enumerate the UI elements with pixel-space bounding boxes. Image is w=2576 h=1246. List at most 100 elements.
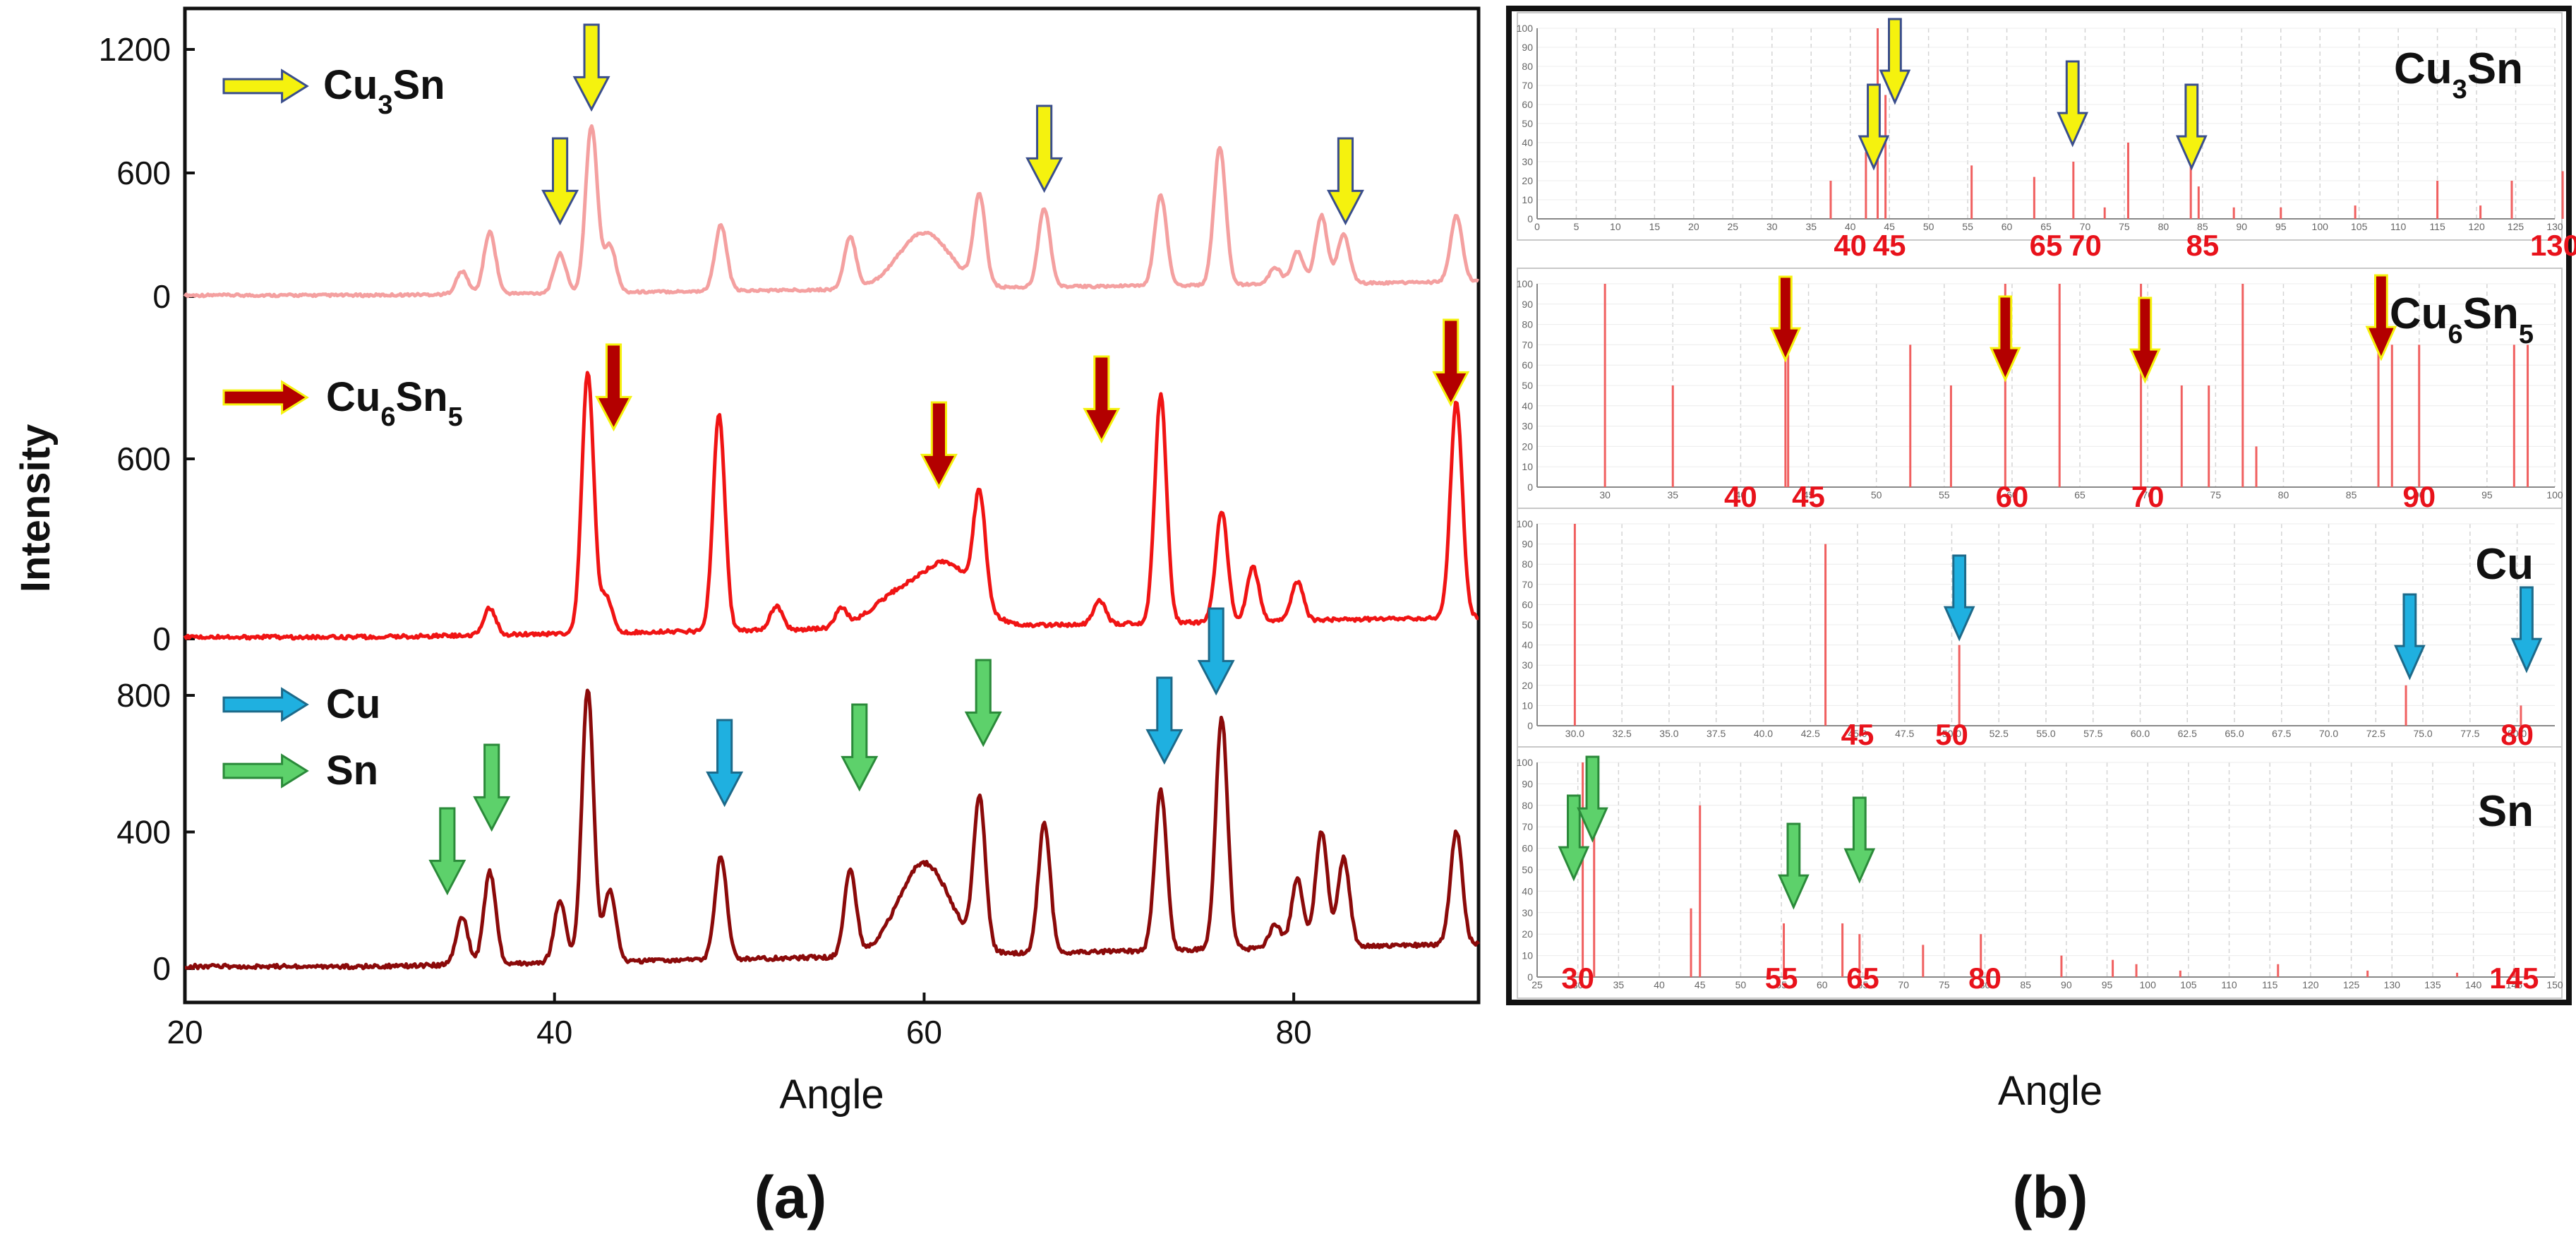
legend-cu6sn5-label-mid: Sn xyxy=(395,374,447,420)
plot-frame xyxy=(183,6,1481,1005)
reference-x-tick-label: 35 xyxy=(1667,489,1678,501)
reference-cu3sn: 0 5 10 15 20 25 30 35 40 45 50 55 60 65 70 75 80 85 90 95 10… xyxy=(1517,12,2576,262)
reference-title: Cu3Sn xyxy=(2394,44,2523,104)
x-tick-label: 80 xyxy=(1276,1014,1312,1050)
y-tick-label: 800 xyxy=(116,677,171,714)
reference-red-angle-label: 55 xyxy=(1765,962,1798,995)
xrd-trace xyxy=(183,371,1479,641)
reference-red-angle-label: 65 xyxy=(1846,962,1879,995)
x-axis-label: Angle xyxy=(779,1072,884,1118)
reference-x-tick-label: 80 xyxy=(2158,221,2169,232)
reference-y-tick-label: 30 xyxy=(1522,421,1533,432)
reference-y-tick-label: 30 xyxy=(1522,156,1533,167)
cu6sn5-peak-marker xyxy=(920,401,958,490)
reference-x-axis-label: Angle xyxy=(1998,1068,2102,1114)
reference-x-tick-label: 70 xyxy=(1898,979,1909,990)
sn-peak-marker xyxy=(428,807,467,896)
reference-x-tick-label: 40 xyxy=(1654,979,1665,990)
reference-x-tick-label: 65 xyxy=(2040,221,2052,232)
reference-cu6sn5: 30 35 40 45 50 55 60 65 70 75 80 85 90 95 100010203040… xyxy=(1517,268,2563,513)
series-cusn: 0 400 800 xyxy=(116,677,1481,987)
reference-y-tick-label: 90 xyxy=(1522,42,1533,53)
reference-y-tick-label: 90 xyxy=(1522,539,1533,550)
reference-x-tick-label: 95 xyxy=(2102,979,2113,990)
y-tick-label: 1200 xyxy=(99,31,171,68)
reference-red-angle-label: 45 xyxy=(1841,718,1874,751)
reference-x-tick-label: 60 xyxy=(2002,221,2013,232)
reference-y-tick-label: 50 xyxy=(1522,864,1533,875)
reference-x-tick-label: 15 xyxy=(1649,221,1661,232)
reference-x-tick-label: 0 xyxy=(1534,221,1540,232)
reference-y-tick-label: 40 xyxy=(1522,640,1533,651)
reference-x-tick-label: 50.0 xyxy=(1942,728,1961,739)
x-tick-label: 40 xyxy=(536,1014,572,1050)
series-cu3sn: 0 600 1200 xyxy=(99,31,1480,315)
xrd-trace xyxy=(183,124,1480,299)
reference-x-tick-label: 145 xyxy=(2506,979,2523,990)
reference-x-tick-label: 70 xyxy=(2142,489,2153,501)
reference-x-tick-label: 35 xyxy=(1613,979,1625,990)
reference-red-angle-label: 80 xyxy=(2500,718,2534,751)
reference-x-tick-label: 130 xyxy=(2546,221,2563,232)
reference-y-tick-label: 50 xyxy=(1522,118,1533,129)
reference-y-tick-label: 0 xyxy=(1527,720,1533,731)
reference-x-tick-label: 60.0 xyxy=(2131,728,2150,739)
reference-box xyxy=(1517,12,2563,241)
reference-x-tick-label: 10 xyxy=(1610,221,1621,232)
reference-x-tick-label: 80 xyxy=(1980,979,1991,990)
legend-cu6sn5-label-sub2: 5 xyxy=(448,402,463,432)
reference-x-tick-label: 105 xyxy=(2351,221,2368,232)
cu3sn-peak-marker xyxy=(1025,104,1064,193)
reference-marker-arrow xyxy=(1879,18,1911,105)
reference-x-tick-label: 40 xyxy=(1845,221,1856,232)
reference-x-tick-label: 85 xyxy=(2197,221,2208,232)
reference-x-tick-label: 100 xyxy=(2546,489,2563,501)
legend-cu3sn-label-prefix: Cu xyxy=(323,62,378,108)
reference-title: Cu6Sn5 xyxy=(2390,289,2534,349)
reference-x-tick-label: 45 xyxy=(1695,979,1706,990)
reference-x-tick-label: 75 xyxy=(2210,489,2222,501)
reference-marker-arrow xyxy=(1990,295,2021,383)
legend-sn-label: Sn xyxy=(326,748,378,793)
reference-x-tick-label: 55.0 xyxy=(2036,728,2055,739)
reference-y-tick-label: 40 xyxy=(1522,400,1533,412)
reference-y-tick-label: 20 xyxy=(1522,175,1533,186)
reference-y-tick-label: 80 xyxy=(1522,61,1533,72)
reference-x-tick-label: 80 xyxy=(2278,489,2289,501)
reference-x-tick-label: 70 xyxy=(2080,221,2091,232)
reference-y-tick-label: 20 xyxy=(1522,680,1533,691)
reference-y-tick-label: 20 xyxy=(1522,441,1533,452)
reference-x-tick-label: 40 xyxy=(1735,489,1747,501)
reference-x-tick-label: 95 xyxy=(2275,221,2287,232)
reference-x-tick-label: 42.5 xyxy=(1801,728,1820,739)
y-tick-label: 600 xyxy=(116,441,171,477)
cu-peak-marker xyxy=(706,719,744,808)
reference-marker-arrow xyxy=(1943,554,1975,642)
reference-x-tick-label: 75 xyxy=(1939,979,1950,990)
reference-red-angle-label: 45 xyxy=(1873,229,1906,262)
reference-x-tick-label: 110 xyxy=(2390,221,2407,232)
reference-x-tick-label: 67.5 xyxy=(2272,728,2291,739)
reference-title-prefix: Cu xyxy=(2390,289,2448,338)
reference-x-tick-label: 30 xyxy=(1599,489,1611,501)
reference-x-tick-label: 60 xyxy=(1817,979,1828,990)
reference-x-tick-label: 135 xyxy=(2424,979,2441,990)
reference-y-tick-label: 60 xyxy=(1522,843,1533,854)
reference-x-tick-label: 47.5 xyxy=(1895,728,1914,739)
reference-x-tick-label: 120 xyxy=(2302,979,2319,990)
reference-y-tick-label: 50 xyxy=(1522,619,1533,630)
cu6sn5-peak-marker xyxy=(595,343,632,432)
reference-y-tick-label: 0 xyxy=(1527,213,1533,224)
reference-x-tick-label: 65.0 xyxy=(2225,728,2244,739)
reference-x-tick-label: 50 xyxy=(1871,489,1882,501)
reference-marker-arrow xyxy=(2129,296,2161,384)
reference-y-tick-label: 70 xyxy=(1522,80,1533,91)
reference-marker-arrow xyxy=(2394,593,2426,681)
cu3sn-peak-marker xyxy=(1326,137,1364,226)
series-cu6sn5: 0 600 xyxy=(116,371,1479,657)
reference-x-tick-label: 55 xyxy=(1939,489,1950,501)
legend-cu6sn5-label-prefix: Cu xyxy=(326,374,380,420)
reference-x-tick-label: 50 xyxy=(1923,221,1934,232)
reference-cu: 30.0 32.5 35.0 37.5 40.0 42.5 45.0 47.5 50.0 52.5… xyxy=(1517,508,2563,751)
